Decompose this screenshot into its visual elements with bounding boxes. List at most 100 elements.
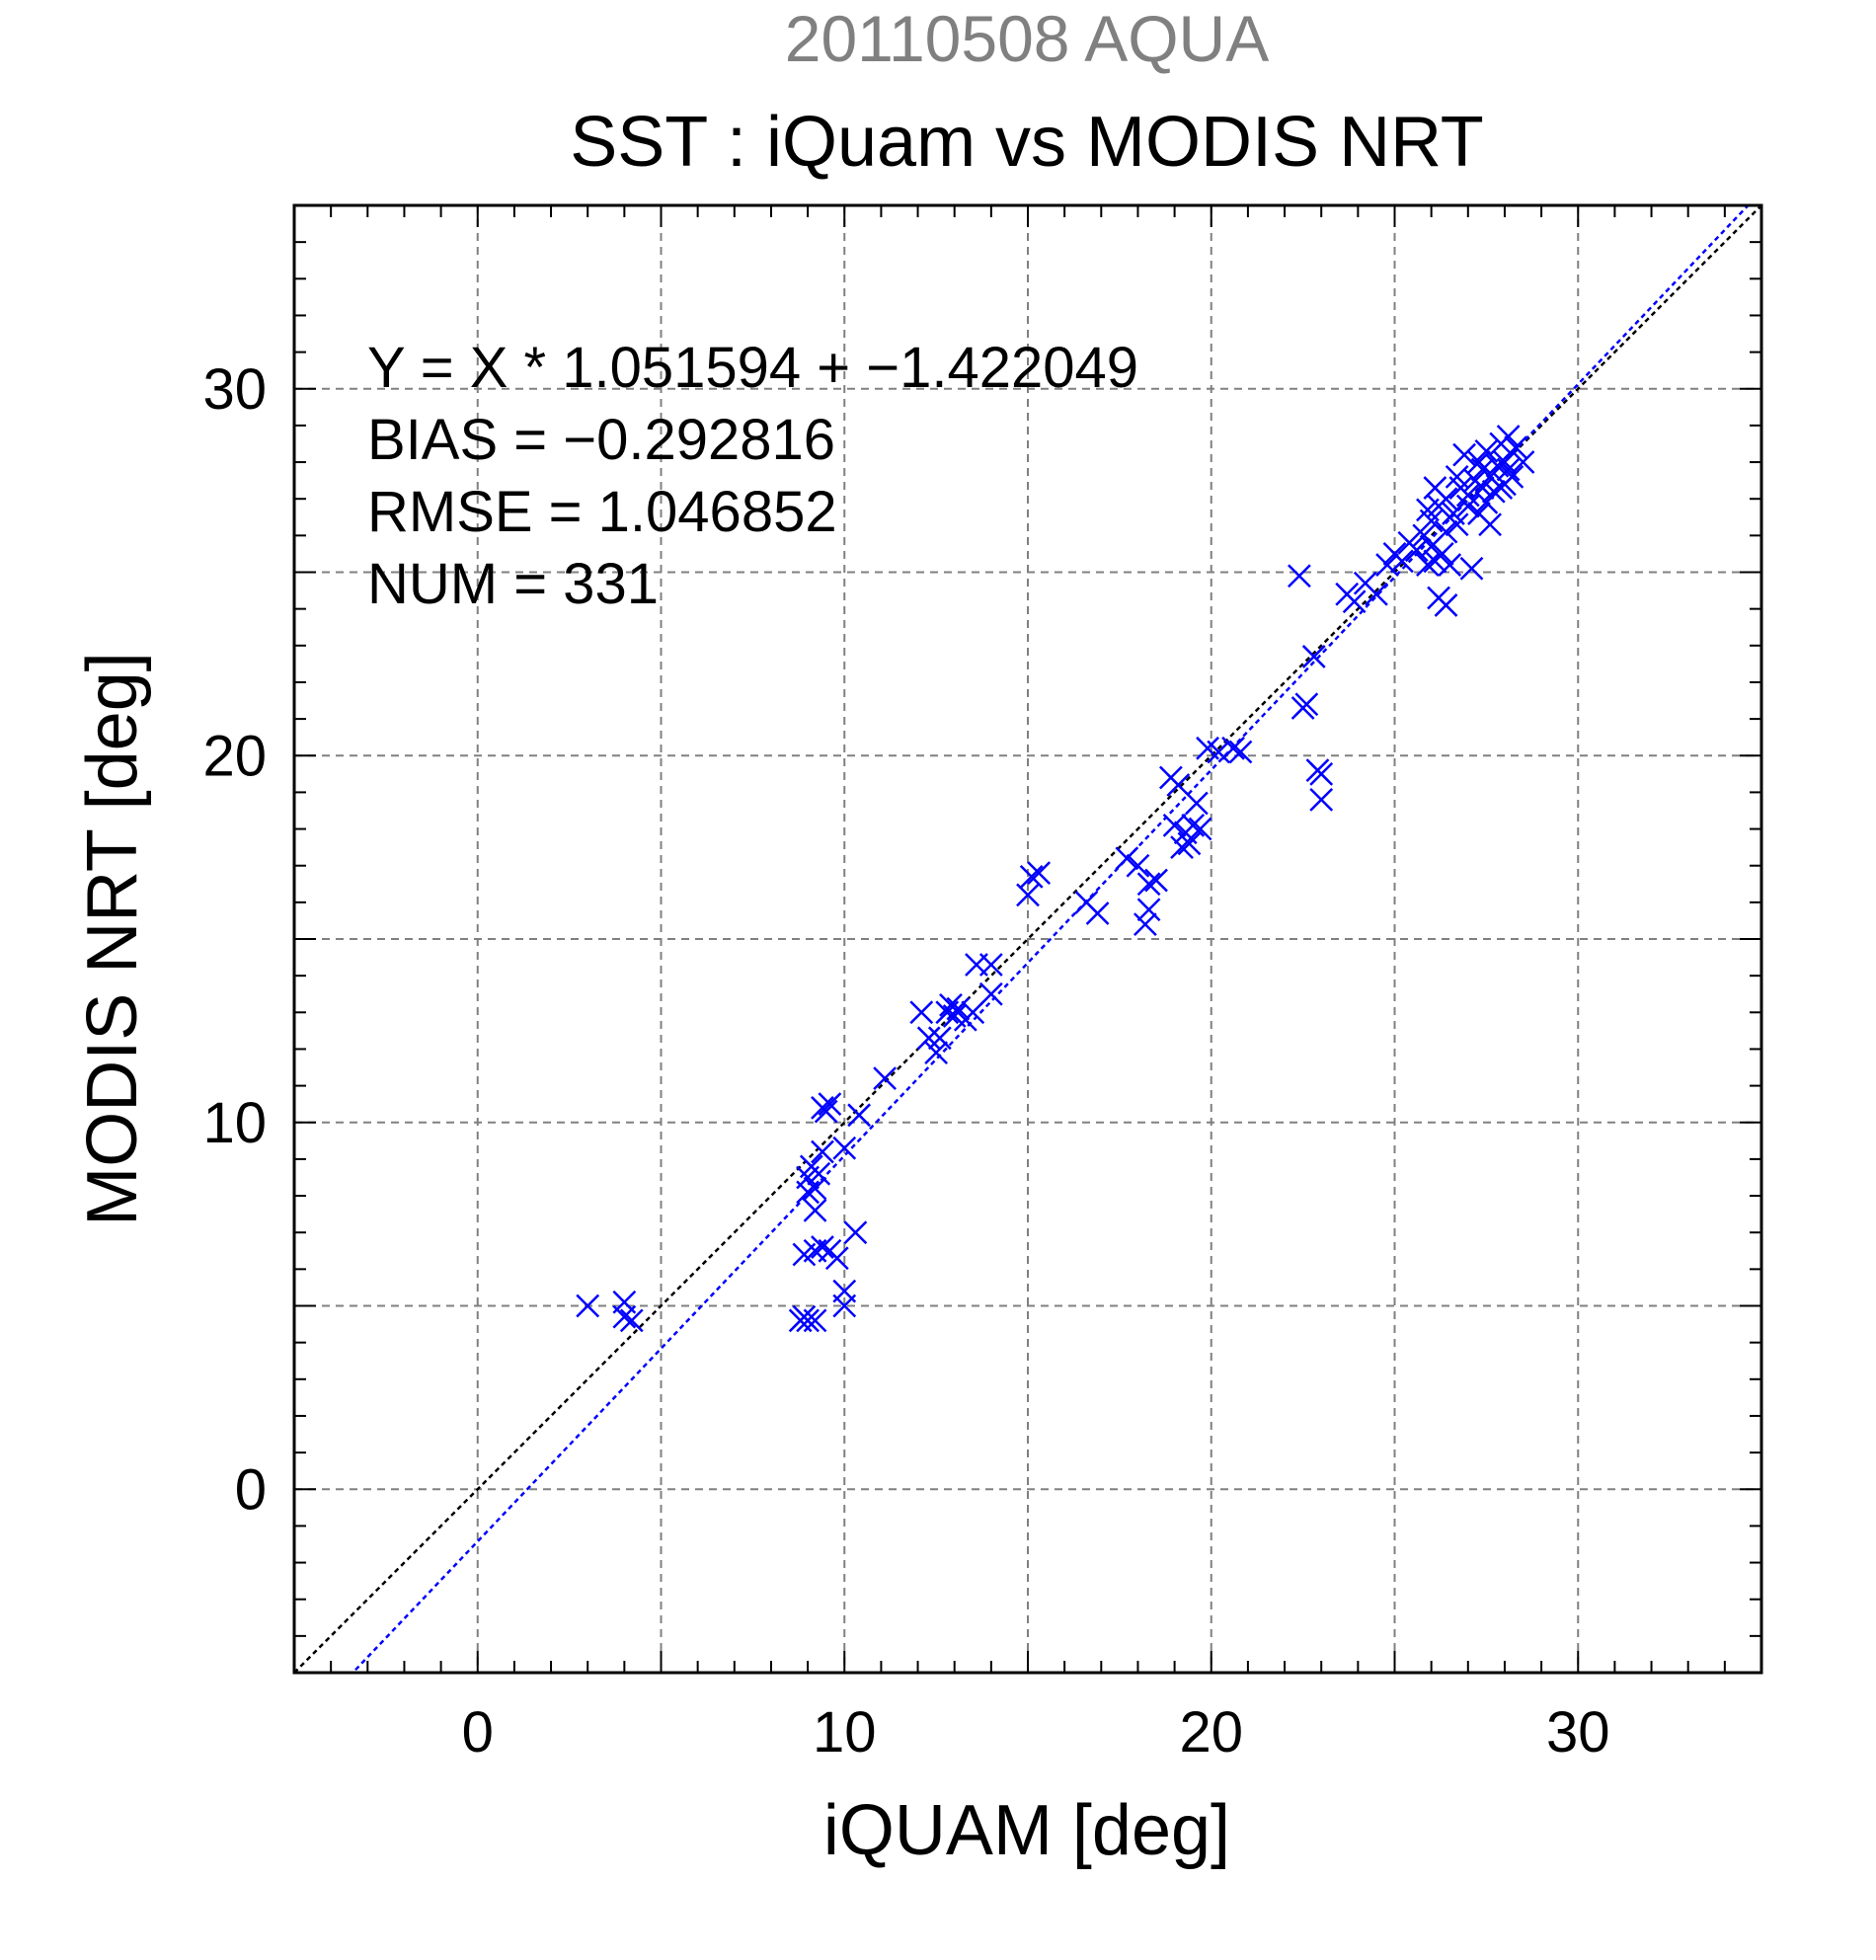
data-point xyxy=(576,1294,600,1318)
plot-frame xyxy=(292,203,1763,1675)
y-tick-label: 30 xyxy=(202,357,267,422)
data-point xyxy=(1144,868,1168,893)
data-point xyxy=(803,1199,827,1222)
data-point-stroke xyxy=(619,1308,644,1333)
data-point-stroke xyxy=(1445,465,1469,489)
data-point xyxy=(1423,476,1447,500)
data-point-stroke xyxy=(1493,472,1517,497)
data-point-stroke xyxy=(803,1176,827,1201)
data-point-stroke xyxy=(1455,483,1480,508)
data-point xyxy=(1511,450,1535,474)
data-point xyxy=(1170,835,1194,860)
data-point xyxy=(1416,553,1440,577)
data-point-stroke xyxy=(814,1099,838,1124)
data-point xyxy=(1375,553,1399,577)
data-point-stroke xyxy=(1027,861,1052,886)
data-point xyxy=(1452,442,1476,467)
data-point xyxy=(1445,512,1469,537)
data-point-stroke xyxy=(1181,813,1206,837)
data-point xyxy=(1288,564,1311,588)
data-point xyxy=(1434,593,1458,617)
data-point-stroke xyxy=(576,1294,600,1318)
data-point-stroke xyxy=(939,992,963,1017)
data-point-stroke xyxy=(1375,553,1399,577)
data-point xyxy=(799,1154,823,1179)
data-point-stroke xyxy=(1467,450,1491,474)
data-point xyxy=(811,1235,834,1259)
data-point xyxy=(909,1000,934,1025)
grid xyxy=(294,205,1761,1673)
data-point xyxy=(792,1242,817,1267)
data-point-stroke xyxy=(1342,589,1367,614)
data-point xyxy=(1019,864,1044,889)
data-point xyxy=(946,996,971,1021)
data-point-stroke xyxy=(1423,476,1447,500)
data-point-stroke xyxy=(1177,831,1202,856)
data-point-stroke xyxy=(1434,519,1458,544)
data-point xyxy=(1309,787,1334,812)
stats-line: NUM = 331 xyxy=(367,552,659,616)
data-point xyxy=(1162,813,1187,837)
stats-line: RMSE = 1.046852 xyxy=(367,480,837,544)
y-axis-label: MODIS NRT [deg] xyxy=(73,652,152,1226)
data-point xyxy=(1390,549,1414,574)
data-point-stroke xyxy=(1390,549,1414,574)
data-point xyxy=(1412,523,1437,548)
data-point-stroke xyxy=(1474,439,1499,463)
data-point xyxy=(1221,736,1245,760)
data-point-stroke xyxy=(909,1000,934,1025)
data-point xyxy=(1474,439,1499,463)
data-point xyxy=(1434,519,1458,544)
data-point-stroke xyxy=(978,981,1003,1006)
data-point-stroke xyxy=(1493,450,1517,474)
data-point-stroke xyxy=(1136,898,1161,922)
data-point-stroke xyxy=(847,1103,871,1128)
data-point-stroke xyxy=(1196,736,1219,760)
data-point xyxy=(1290,696,1315,720)
data-point xyxy=(1309,761,1334,786)
data-point xyxy=(612,1304,637,1329)
y-tick-label: 20 xyxy=(202,724,267,788)
data-point-stroke xyxy=(1309,761,1334,786)
data-point-stroke xyxy=(946,996,971,1021)
data-point-stroke xyxy=(924,1041,949,1065)
data-point xyxy=(916,1026,941,1051)
data-point xyxy=(1016,883,1040,907)
data-point-stroke xyxy=(832,1279,857,1303)
data-point-stroke xyxy=(1452,442,1476,467)
data-point xyxy=(832,1136,857,1160)
chart-title: SST : iQuam vs MODIS NRT xyxy=(570,103,1484,182)
data-point-stroke xyxy=(927,1026,952,1051)
data-point-stroke xyxy=(1404,538,1429,563)
data-point-stroke xyxy=(1288,564,1311,588)
data-point xyxy=(1416,498,1440,522)
data-point-stroke xyxy=(1290,696,1315,720)
data-point-stroke xyxy=(1442,502,1465,525)
data-point-stroke xyxy=(1496,425,1521,448)
data-point-stroke xyxy=(811,1139,834,1164)
data-point xyxy=(1166,773,1191,797)
data-point-stroke xyxy=(1170,835,1194,860)
data-point-stroke xyxy=(1166,773,1191,797)
data-point-stroke xyxy=(1365,582,1388,606)
x-axis-label: iQUAM [deg] xyxy=(823,1791,1230,1870)
data-point-stroke xyxy=(1455,494,1480,518)
data-point xyxy=(1467,450,1491,474)
data-point-stroke xyxy=(803,1199,827,1222)
data-point xyxy=(832,1279,857,1303)
data-point-stroke xyxy=(1434,487,1458,511)
data-points xyxy=(576,425,1535,1333)
data-point xyxy=(843,1220,868,1245)
data-point-stroke xyxy=(824,1246,849,1271)
y-tick-label: 0 xyxy=(235,1457,267,1522)
data-point-stroke xyxy=(1144,868,1168,893)
data-point-stroke xyxy=(1162,813,1187,837)
data-point-stroke xyxy=(1019,864,1044,889)
data-point xyxy=(927,1026,952,1051)
data-point xyxy=(1496,425,1521,448)
data-point xyxy=(924,1041,949,1065)
data-point-stroke xyxy=(796,1180,820,1205)
x-tick-label: 20 xyxy=(1179,1700,1243,1764)
chart-subtitle: 20110508 AQUA xyxy=(785,2,1270,75)
data-point xyxy=(818,1092,842,1117)
